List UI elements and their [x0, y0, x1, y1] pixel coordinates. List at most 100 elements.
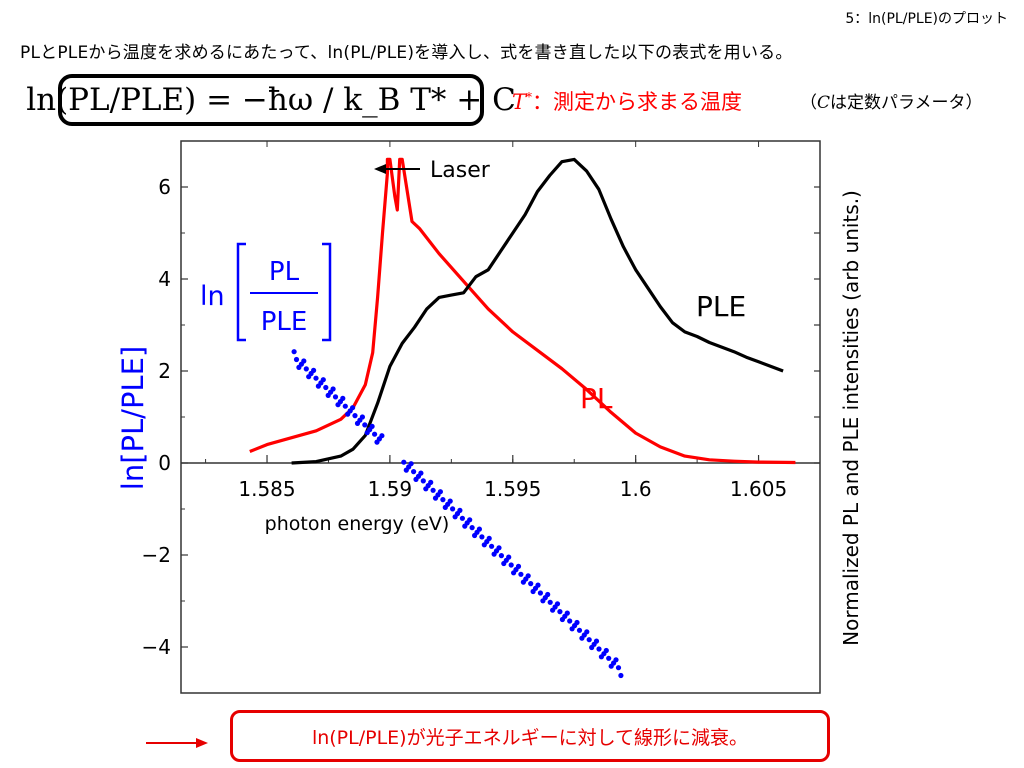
ratio-ln-label: ln — [200, 281, 225, 312]
ln-ratio-point — [564, 610, 570, 616]
ln-ratio-point — [342, 403, 348, 409]
c-symbol: C — [817, 93, 831, 113]
series-line-ple — [291, 157, 784, 465]
left-bracket-icon — [236, 242, 246, 342]
ln-ratio-point — [537, 590, 544, 596]
right-bracket-icon — [322, 242, 332, 342]
ln-ratio-point — [586, 637, 592, 643]
tstar-text: ：測定から求まる温度 — [532, 90, 743, 114]
ln-ratio-point — [574, 619, 580, 626]
y-tick-label: 4 — [158, 267, 171, 291]
ratio-denominator: PLE — [261, 307, 308, 337]
y-tick-label: 2 — [158, 359, 171, 383]
intro-text: PLとPLEから温度を求めるにあたって、ln(PL/PLE)を導入し、式を書き直… — [20, 43, 793, 63]
ln-ratio-point — [450, 506, 456, 512]
laser-arrowhead-icon — [374, 164, 386, 174]
tstar-superscript: * — [526, 90, 533, 104]
ln-ratio-point — [362, 422, 368, 428]
ln-ratio-point — [615, 665, 622, 671]
x-tick-label: 1.6 — [620, 477, 652, 501]
ln-ratio-point — [535, 582, 541, 588]
ln-ratio-point — [545, 591, 551, 598]
ln-ratio-point — [603, 647, 609, 654]
conclusion-box: ln(PL/PLE)が光子エネルギーに対して線形に減衰。 — [230, 710, 830, 762]
ratio-numerator: PL — [269, 257, 300, 287]
ln-ratio-point — [411, 469, 417, 475]
ln-ratio-point — [420, 478, 426, 484]
pl-label: PL — [580, 382, 613, 415]
ln-ratio-point — [593, 638, 600, 644]
y-tick-label: −4 — [142, 635, 171, 659]
ln-ratio-point — [437, 489, 443, 495]
x-tick-label: 1.595 — [484, 477, 541, 501]
ln-ratio-point — [547, 599, 553, 605]
x-tick-label: 1.605 — [730, 477, 787, 501]
ln-ratio-point — [428, 479, 434, 485]
ln-ratio-point — [408, 461, 414, 467]
conclusion-text: ln(PL/PLE)が光子エネルギーに対して線形に減衰。 — [311, 726, 749, 749]
formula: ln(PL/PLE) = −ħω / k_B T* + C — [26, 82, 516, 118]
right-arrow-icon — [146, 738, 208, 748]
ln-ratio-point — [469, 525, 475, 531]
ln-ratio-point — [498, 553, 504, 559]
y-tick-label: 0 — [158, 451, 171, 475]
ln-ratio-point — [350, 405, 356, 411]
ln-ratio-point — [379, 433, 385, 439]
ln-ratio-point — [323, 384, 329, 391]
ln-ratio-point — [430, 487, 436, 493]
ln-ratio-point — [301, 358, 307, 364]
ln-ratio-point — [372, 431, 378, 437]
ln-ratio-point — [554, 601, 561, 607]
ln-ratio-point — [332, 394, 339, 400]
ln-ratio-point — [457, 507, 463, 513]
ln-ratio-point — [359, 414, 365, 420]
ln-ratio-point — [352, 413, 358, 419]
ln-ratio-point — [401, 459, 407, 465]
slide-number: 5：ln(PL/PLE)のプロット — [845, 11, 1008, 27]
ln-ratio-point — [618, 672, 624, 679]
ln-ratio-point — [508, 562, 514, 568]
ln-ratio-point — [303, 366, 309, 372]
ln-ratio-point — [496, 545, 502, 551]
y-tick-label: 6 — [158, 175, 171, 199]
tstar-note: T*：測定から求まる温度 — [512, 86, 742, 116]
ln-ratio-point — [525, 573, 531, 579]
ln-ratio-point — [418, 470, 424, 476]
x-tick-label: 1.585 — [238, 477, 295, 501]
ln-ratio-point — [330, 386, 336, 392]
x-tick-label: 1.59 — [368, 477, 413, 501]
ln-ratio-point — [459, 515, 465, 521]
ln-ratio-point — [518, 571, 524, 577]
c-note-open: （ — [800, 93, 817, 113]
ln-ratio-point — [369, 423, 375, 429]
ln-ratio-point — [528, 581, 534, 587]
formula-box: ln(PL/PLE) = −ħω / k_B T* + C — [26, 74, 516, 126]
ln-ratio-point — [291, 349, 297, 355]
ln-ratio-point — [596, 646, 602, 652]
ln-ratio-point — [293, 356, 300, 363]
c-note: （Cは定数パラメータ） — [800, 88, 983, 113]
ln-ratio-point — [567, 618, 573, 624]
x-axis-label: photon energy (eV) — [265, 513, 450, 535]
ln-ratio-point — [584, 629, 590, 635]
ple-label: PLE — [696, 290, 746, 323]
ln-ratio-point — [311, 367, 317, 373]
c-note-text: は定数パラメータ） — [830, 93, 983, 113]
ln-ratio-point — [440, 497, 446, 503]
ln-ratio-point — [320, 377, 326, 383]
ln-ratio-point — [489, 543, 495, 549]
tstar-symbol: T — [512, 90, 527, 114]
plot-frame — [180, 140, 821, 694]
ln-ratio-point — [515, 563, 522, 570]
ln-ratio-point — [340, 395, 346, 401]
ln-ratio-point — [557, 609, 563, 615]
ln-ratio-point — [506, 554, 512, 560]
ln-ratio-point — [576, 627, 583, 633]
y-tick-label: −2 — [142, 543, 171, 567]
y-axis-label-right: Normalized PL and PLE intensities (arb u… — [839, 190, 863, 646]
ln-ratio-point — [467, 517, 473, 523]
ln-ratio-point — [486, 535, 492, 542]
series-line-pl — [249, 157, 796, 465]
ln-ratio-point — [606, 655, 612, 661]
